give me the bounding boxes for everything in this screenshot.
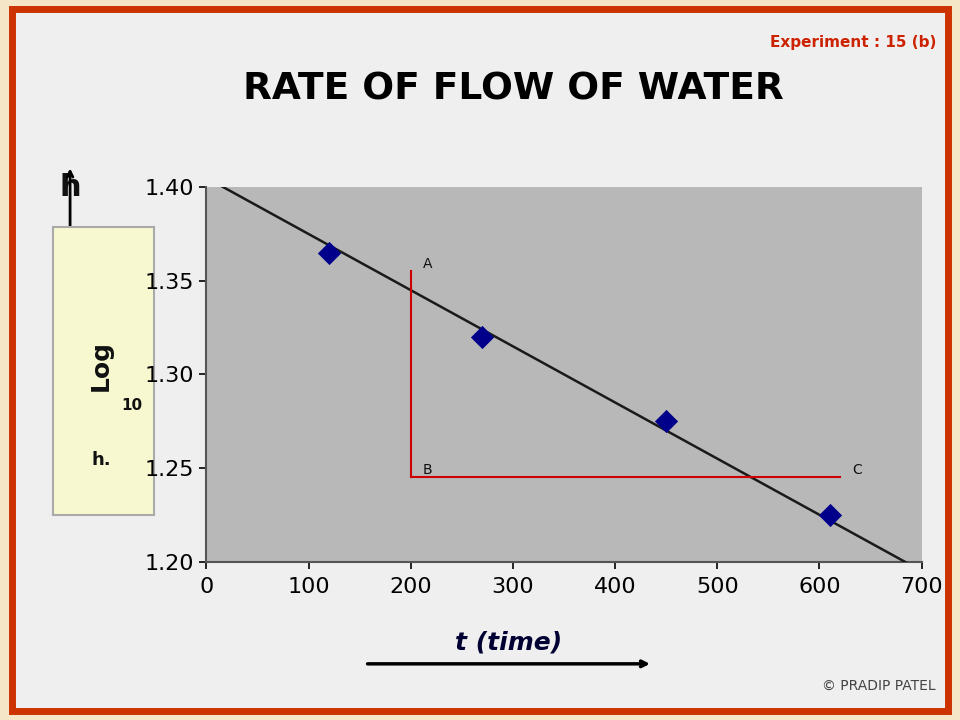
Text: C: C (852, 463, 862, 477)
Text: h.: h. (91, 451, 111, 469)
Point (822, 509, 837, 521)
Text: A: A (423, 257, 433, 271)
Point (322, 247, 337, 258)
Text: B: B (423, 463, 433, 477)
Text: 10: 10 (121, 398, 142, 413)
Text: Experiment : 15 (b): Experiment : 15 (b) (770, 35, 936, 50)
FancyBboxPatch shape (12, 9, 948, 711)
Text: t (time): t (time) (455, 630, 563, 654)
Text: RATE OF FLOW OF WATER: RATE OF FLOW OF WATER (243, 72, 784, 108)
Point (474, 331, 490, 343)
Text: h: h (60, 173, 81, 202)
Text: Log: Log (89, 340, 113, 390)
Point (659, 415, 674, 427)
Text: © PRADIP PATEL: © PRADIP PATEL (823, 679, 936, 693)
